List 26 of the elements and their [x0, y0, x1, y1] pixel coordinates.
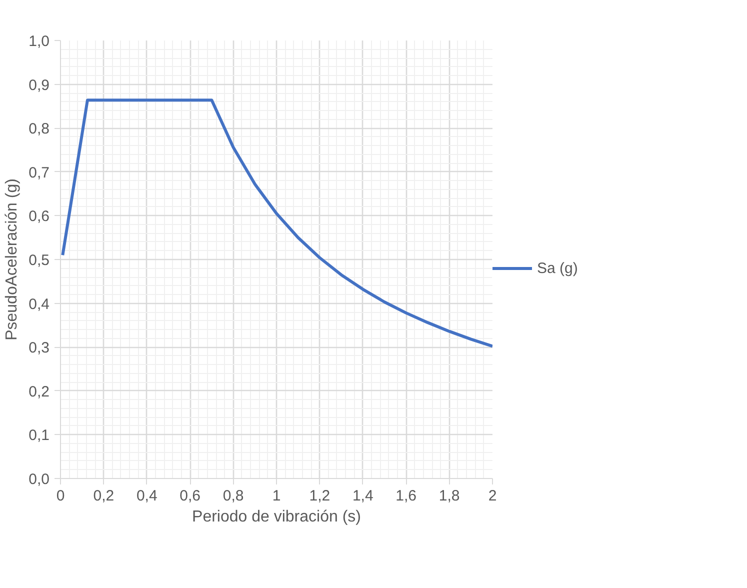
y-tick-label: 0,2 [28, 383, 50, 400]
y-tick-label: 0,7 [28, 164, 50, 182]
x-tick-label: 1 [272, 488, 281, 504]
x-tick-label: 0 [56, 488, 65, 504]
x-tick-label: 1,6 [396, 488, 417, 504]
y-tick-label: 0,9 [28, 76, 50, 94]
x-tick-label: 1,8 [438, 488, 460, 504]
x-tick-label: 2 [488, 488, 497, 504]
x-tick-label: 0,8 [222, 488, 244, 504]
y-tick-label: 0,8 [28, 120, 50, 138]
x-tick-label: 1,4 [352, 488, 374, 504]
x-tick-label: 0,2 [93, 488, 114, 504]
line-series [61, 98, 492, 348]
x-tick-label: 0,6 [180, 488, 201, 504]
y-tick-label: 0,6 [28, 208, 50, 226]
y-tick-label: 0,0 [28, 471, 50, 488]
y-tick-label: 0,1 [28, 427, 50, 444]
y-tick-label: 0,4 [28, 296, 50, 313]
y-tick-label: 0,5 [28, 252, 50, 269]
y-tick-label: 0,3 [28, 340, 50, 357]
y-tick-label: 1,0 [28, 33, 50, 50]
y-axis-title: PseudoAceleración (g) [4, 178, 21, 340]
x-tick-label: 0,4 [136, 488, 158, 504]
x-tick-label: 1,2 [309, 488, 330, 504]
x-axis-title: Periodo de vibración (s) [192, 508, 361, 526]
legend-label: Sa (g) [537, 260, 578, 276]
